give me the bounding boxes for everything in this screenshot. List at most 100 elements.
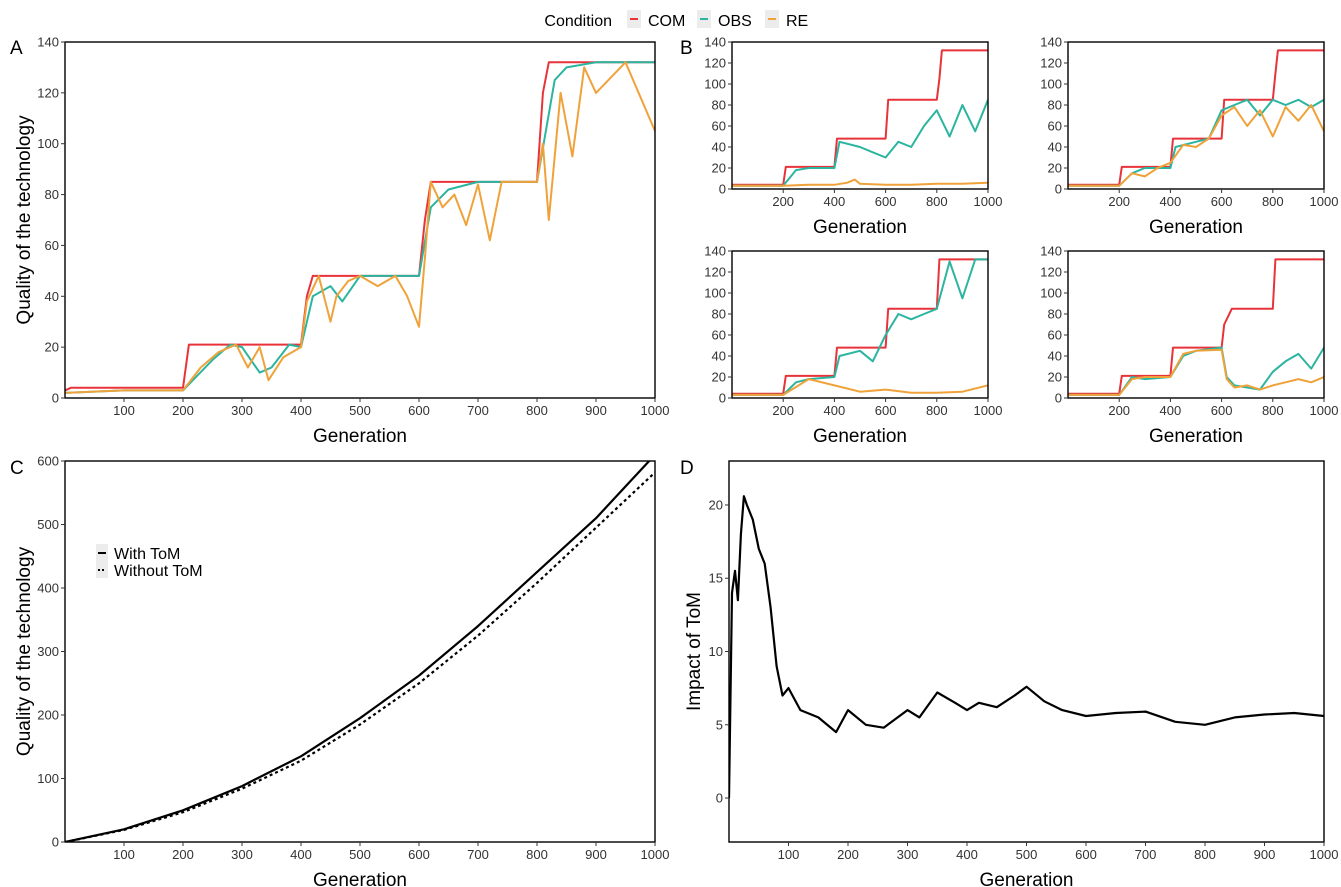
y-tick-label: 40 <box>45 289 59 304</box>
y-tick-label: 20 <box>1048 370 1062 385</box>
legend-label: Without ToM <box>114 563 203 580</box>
panel-b4: 200 400 600 800 1000 0 20 40 60 80 100 120 140 Genera… <box>1040 244 1338 448</box>
x-axis-label-c: Generation <box>313 870 407 887</box>
y-tick-label: 40 <box>712 140 726 155</box>
x-tick-label: 1000 <box>974 403 1003 418</box>
series-impact-of-tom-line-d <box>729 495 1324 799</box>
series-obs-line-b3 <box>732 258 988 396</box>
x-tick-label: 400 <box>956 847 978 862</box>
y-tick-label: 120 <box>704 265 726 280</box>
y-tick-label: 40 <box>1048 349 1062 364</box>
series-re-line-b1 <box>732 178 988 187</box>
y-tick-label: 100 <box>37 771 59 786</box>
y-tick-label: 0 <box>52 391 59 406</box>
x-tick-label: 500 <box>349 403 371 418</box>
series-com-line-b1 <box>732 49 988 186</box>
y-tick-label: 600 <box>37 454 59 469</box>
x-tick-label: 400 <box>824 403 846 418</box>
y-tick-label: 60 <box>45 238 59 253</box>
x-tick-label: 200 <box>772 403 794 418</box>
legend-title: Condition <box>544 13 612 30</box>
y-tick-label: 100 <box>704 77 726 92</box>
x-tick-label: 500 <box>1016 847 1038 862</box>
x-tick-label: 600 <box>1211 403 1233 418</box>
series-obs-line-a <box>65 61 655 394</box>
y-tick-label: 60 <box>1048 119 1062 134</box>
y-tick-label: 140 <box>1040 244 1062 259</box>
legend-items: COM OBS RE <box>627 10 808 30</box>
plot-frame-b3 <box>731 250 989 399</box>
y-tick-label: 80 <box>1048 307 1062 322</box>
y-tick-label: 80 <box>712 98 726 113</box>
x-tick-label: 400 <box>1160 403 1182 418</box>
y-tick-label: 120 <box>1040 56 1062 71</box>
x-tick-label: 900 <box>585 403 607 418</box>
x-tick-label: 800 <box>1262 194 1284 209</box>
x-tick-label: 200 <box>172 847 194 862</box>
y-tick-label: 120 <box>37 85 59 100</box>
x-tick-label: 700 <box>1135 847 1157 862</box>
y-tick-label: 100 <box>1040 286 1062 301</box>
x-axis-label-b2: Generation <box>1149 217 1243 238</box>
y-tick-label: 20 <box>709 497 723 512</box>
series-re-line-b3 <box>732 378 988 396</box>
x-tick-label: 100 <box>778 847 800 862</box>
y-tick-label: 140 <box>704 244 726 259</box>
x-tick-label: 900 <box>585 847 607 862</box>
x-tick-label: 800 <box>526 847 548 862</box>
y-tick-label: 20 <box>712 161 726 176</box>
x-tick-label: 800 <box>926 194 948 209</box>
x-tick-label: 600 <box>1211 194 1233 209</box>
panel-b1: 200 400 600 800 1000 0 20 40 60 80 100 120 140 Genera… <box>704 35 1002 239</box>
x-tick-label: 200 <box>1108 403 1130 418</box>
y-tick-label: 0 <box>719 391 726 406</box>
panel-c: 100 200 300 400 500 600 700 800 900 1000 0 100 200 30… <box>14 454 669 887</box>
x-tick-label: 700 <box>467 847 489 862</box>
series-obs-line-b4 <box>1068 346 1324 396</box>
y-tick-label: 300 <box>37 644 59 659</box>
x-tick-label: 800 <box>926 403 948 418</box>
y-tick-label: 60 <box>712 119 726 134</box>
y-tick-label: 140 <box>704 35 726 50</box>
y-tick-label: 120 <box>1040 265 1062 280</box>
plot-frame-b1 <box>731 41 989 190</box>
x-tick-label: 600 <box>875 194 897 209</box>
x-tick-label: 300 <box>897 847 919 862</box>
legend-label-obs: OBS <box>718 13 752 30</box>
series-com-line-b3 <box>732 258 988 395</box>
legend: Condition COM OBS RE <box>544 10 808 30</box>
x-axis-label-b4: Generation <box>1149 426 1243 447</box>
y-tick-label: 500 <box>37 517 59 532</box>
y-tick-label: 140 <box>1040 35 1062 50</box>
x-tick-label: 700 <box>467 403 489 418</box>
plots: 100 200 300 400 500 600 700 800 900 1000020406080… <box>14 35 1338 887</box>
x-axis-label-b1: Generation <box>813 217 907 238</box>
x-tick-label: 800 <box>526 403 548 418</box>
y-tick-label: 80 <box>45 187 59 202</box>
y-tick-label: 40 <box>712 349 726 364</box>
y-tick-label: 80 <box>712 307 726 322</box>
x-tick-label: 800 <box>1262 403 1284 418</box>
y-tick-label: 15 <box>709 571 723 586</box>
series-re-line-a <box>65 61 655 394</box>
y-tick-label: 0 <box>1055 391 1062 406</box>
panel-d: 100 200 300 400 500 600 700 800 900 1000 0 5 10 15 20 G… <box>684 460 1338 887</box>
x-tick-label: 100 <box>113 847 135 862</box>
legend-label-com: COM <box>648 13 685 30</box>
x-tick-label: 1000 <box>974 194 1003 209</box>
x-tick-label: 600 <box>408 847 430 862</box>
y-axis-label-c: Quality of the technology <box>14 546 35 756</box>
x-tick-label: 100 <box>113 403 135 418</box>
x-tick-label: 400 <box>290 403 312 418</box>
y-tick-label: 100 <box>37 136 59 151</box>
legend-label: With ToM <box>114 546 180 563</box>
y-tick-label: 0 <box>52 835 59 850</box>
plot-frame-c <box>64 460 656 843</box>
x-tick-label: 200 <box>172 403 194 418</box>
x-tick-label: 400 <box>290 847 312 862</box>
x-tick-label: 1000 <box>641 403 670 418</box>
panel-label-a: A <box>10 38 23 59</box>
series-re-line-b4 <box>1068 348 1324 396</box>
y-tick-label: 40 <box>1048 140 1062 155</box>
y-tick-label: 100 <box>1040 77 1062 92</box>
